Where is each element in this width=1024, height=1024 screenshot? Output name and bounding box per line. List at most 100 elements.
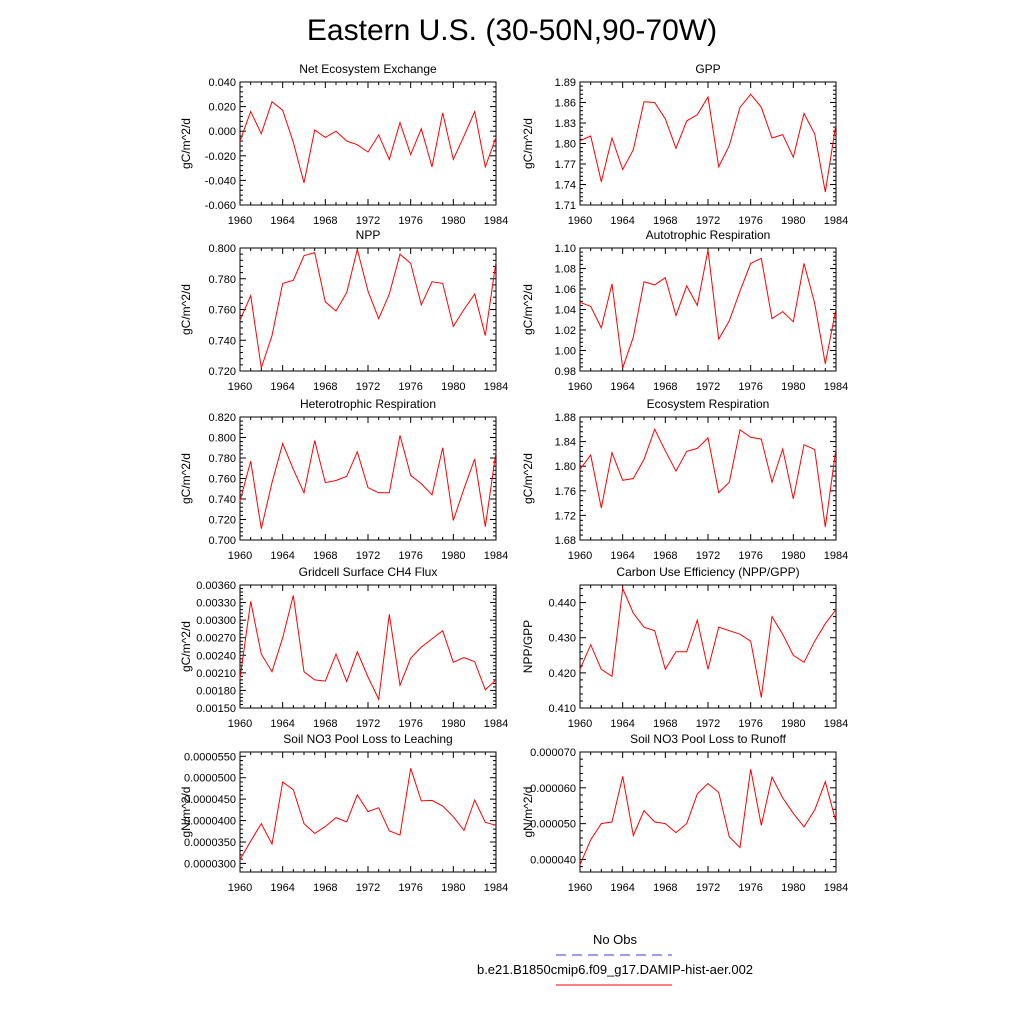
y-tick-label: 0.740 bbox=[208, 494, 236, 506]
y-tick-label: 0.760 bbox=[208, 305, 236, 317]
y-tick-label: 1.74 bbox=[555, 180, 576, 192]
x-tick-label: 1972 bbox=[356, 718, 380, 730]
x-tick-label: 1960 bbox=[568, 882, 592, 894]
y-tick-label: 1.83 bbox=[555, 118, 576, 130]
x-tick-label: 1960 bbox=[568, 718, 592, 730]
model-series-line bbox=[579, 93, 837, 193]
panel-7: 1960 1964 1968 1972 1976 1980 1984 0.00150 0.001… bbox=[179, 565, 508, 730]
panel-title: Autotrophic Respiration bbox=[646, 228, 771, 242]
model-series-line bbox=[579, 586, 837, 698]
x-tick-label: 1980 bbox=[441, 550, 465, 562]
y-tick-label: 0.000 bbox=[208, 126, 236, 138]
x-tick-label: 1976 bbox=[738, 550, 762, 562]
y-tick-label: 0.000070 bbox=[530, 747, 576, 759]
y-tick-label: 0.0000450 bbox=[184, 794, 236, 806]
y-tick-label: 0.410 bbox=[548, 703, 576, 715]
panel-5: 1960 1964 1968 1972 1976 1980 1984 0.700 0.720 0.… bbox=[179, 397, 508, 562]
x-tick-label: 1984 bbox=[824, 550, 848, 562]
x-tick-label: 1984 bbox=[484, 215, 508, 227]
y-tick-label: 1.76 bbox=[555, 486, 576, 498]
y-tick-label: 1.06 bbox=[555, 284, 576, 296]
x-tick-label: 1968 bbox=[313, 718, 337, 730]
x-tick-label: 1980 bbox=[781, 718, 805, 730]
x-tick-label: 1972 bbox=[696, 381, 720, 393]
y-tick-label: -0.020 bbox=[205, 151, 236, 163]
x-tick-label: 1960 bbox=[228, 882, 252, 894]
y-axis-label: gC/m^2/d bbox=[179, 453, 193, 504]
y-tick-label: 1.88 bbox=[555, 412, 576, 424]
legend-model-label: b.e21.B1850cmip6.f09_g17.DAMIP-hist-aer.… bbox=[476, 962, 754, 977]
x-tick-label: 1972 bbox=[696, 215, 720, 227]
y-tick-label: 0.00330 bbox=[196, 598, 236, 610]
y-tick-label: 0.820 bbox=[208, 412, 236, 424]
x-tick-label: 1980 bbox=[441, 215, 465, 227]
y-axis-label: gC/m^2/d bbox=[521, 453, 535, 504]
x-tick-label: 1964 bbox=[610, 882, 634, 894]
x-tick-label: 1968 bbox=[313, 215, 337, 227]
y-tick-label: 1.71 bbox=[555, 200, 576, 212]
y-axis-label: gC/m^2/d bbox=[179, 284, 193, 335]
model-series-line bbox=[579, 769, 837, 865]
model-series-line bbox=[239, 249, 497, 369]
x-tick-label: 1960 bbox=[568, 215, 592, 227]
x-tick-label: 1984 bbox=[484, 882, 508, 894]
x-tick-label: 1984 bbox=[824, 882, 848, 894]
model-series-line bbox=[239, 768, 497, 860]
y-tick-label: 0.720 bbox=[208, 366, 236, 378]
x-tick-label: 1984 bbox=[484, 550, 508, 562]
x-tick-label: 1980 bbox=[441, 882, 465, 894]
model-series-line bbox=[239, 435, 497, 529]
y-tick-label: 0.800 bbox=[208, 243, 236, 255]
y-axis-label: gC/m^2/d bbox=[521, 118, 535, 169]
x-tick-label: 1960 bbox=[228, 215, 252, 227]
x-tick-label: 1960 bbox=[228, 718, 252, 730]
y-tick-label: 0.700 bbox=[208, 535, 236, 547]
y-axis-label: gN/m^2/d bbox=[179, 787, 193, 838]
model-series-line bbox=[579, 428, 837, 528]
y-tick-label: 0.0000500 bbox=[184, 773, 236, 785]
panel-title: Carbon Use Efficiency (NPP/GPP) bbox=[616, 565, 799, 579]
y-tick-label: 1.68 bbox=[555, 535, 576, 547]
figure-title: Eastern U.S. (30-50N,90-70W) bbox=[306, 14, 718, 47]
x-tick-label: 1980 bbox=[781, 882, 805, 894]
legend bbox=[556, 954, 672, 986]
y-tick-label: 0.00210 bbox=[196, 668, 236, 680]
panel-8: 1960 1964 1968 1972 1976 1980 1984 0.410 0.420 0.… bbox=[521, 565, 848, 730]
y-tick-label: 0.420 bbox=[548, 668, 576, 680]
x-tick-label: 1960 bbox=[568, 550, 592, 562]
x-tick-label: 1960 bbox=[228, 550, 252, 562]
y-tick-label: 1.10 bbox=[555, 243, 576, 255]
x-tick-label: 1980 bbox=[441, 718, 465, 730]
plot-frame bbox=[239, 81, 497, 206]
y-tick-label: 0.780 bbox=[208, 274, 236, 286]
panel-10: 1960 1964 1968 1972 1976 1980 1984 0.000040 0.00… bbox=[521, 732, 848, 894]
x-tick-label: 1964 bbox=[270, 215, 294, 227]
x-tick-label: 1964 bbox=[610, 381, 634, 393]
y-tick-label: 0.00360 bbox=[196, 580, 236, 592]
y-tick-label: 0.440 bbox=[548, 598, 576, 610]
panel-title: Gridcell Surface CH4 Flux bbox=[299, 565, 438, 579]
x-tick-label: 1972 bbox=[696, 718, 720, 730]
y-tick-label: 1.04 bbox=[555, 305, 576, 317]
x-tick-label: 1980 bbox=[441, 381, 465, 393]
plot-frame bbox=[239, 584, 497, 709]
legend-obs-label: No Obs bbox=[592, 932, 638, 947]
y-tick-label: 0.760 bbox=[208, 474, 236, 486]
x-tick-label: 1972 bbox=[356, 882, 380, 894]
y-axis-label: gC/m^2/d bbox=[179, 118, 193, 169]
panel-title: Soil NO3 Pool Loss to Leaching bbox=[283, 732, 452, 746]
y-tick-label: 0.0000400 bbox=[184, 816, 236, 828]
x-tick-label: 1968 bbox=[653, 882, 677, 894]
x-tick-label: 1984 bbox=[484, 381, 508, 393]
plot-frame bbox=[579, 584, 837, 709]
x-tick-label: 1980 bbox=[781, 215, 805, 227]
y-tick-label: 0.800 bbox=[208, 433, 236, 445]
y-tick-label: 0.000060 bbox=[530, 783, 576, 795]
x-tick-label: 1984 bbox=[484, 718, 508, 730]
y-tick-label: 0.0000300 bbox=[184, 858, 236, 870]
plot-frame bbox=[579, 751, 837, 873]
x-tick-label: 1968 bbox=[653, 718, 677, 730]
x-tick-label: 1964 bbox=[610, 718, 634, 730]
y-tick-label: 1.80 bbox=[555, 139, 576, 151]
